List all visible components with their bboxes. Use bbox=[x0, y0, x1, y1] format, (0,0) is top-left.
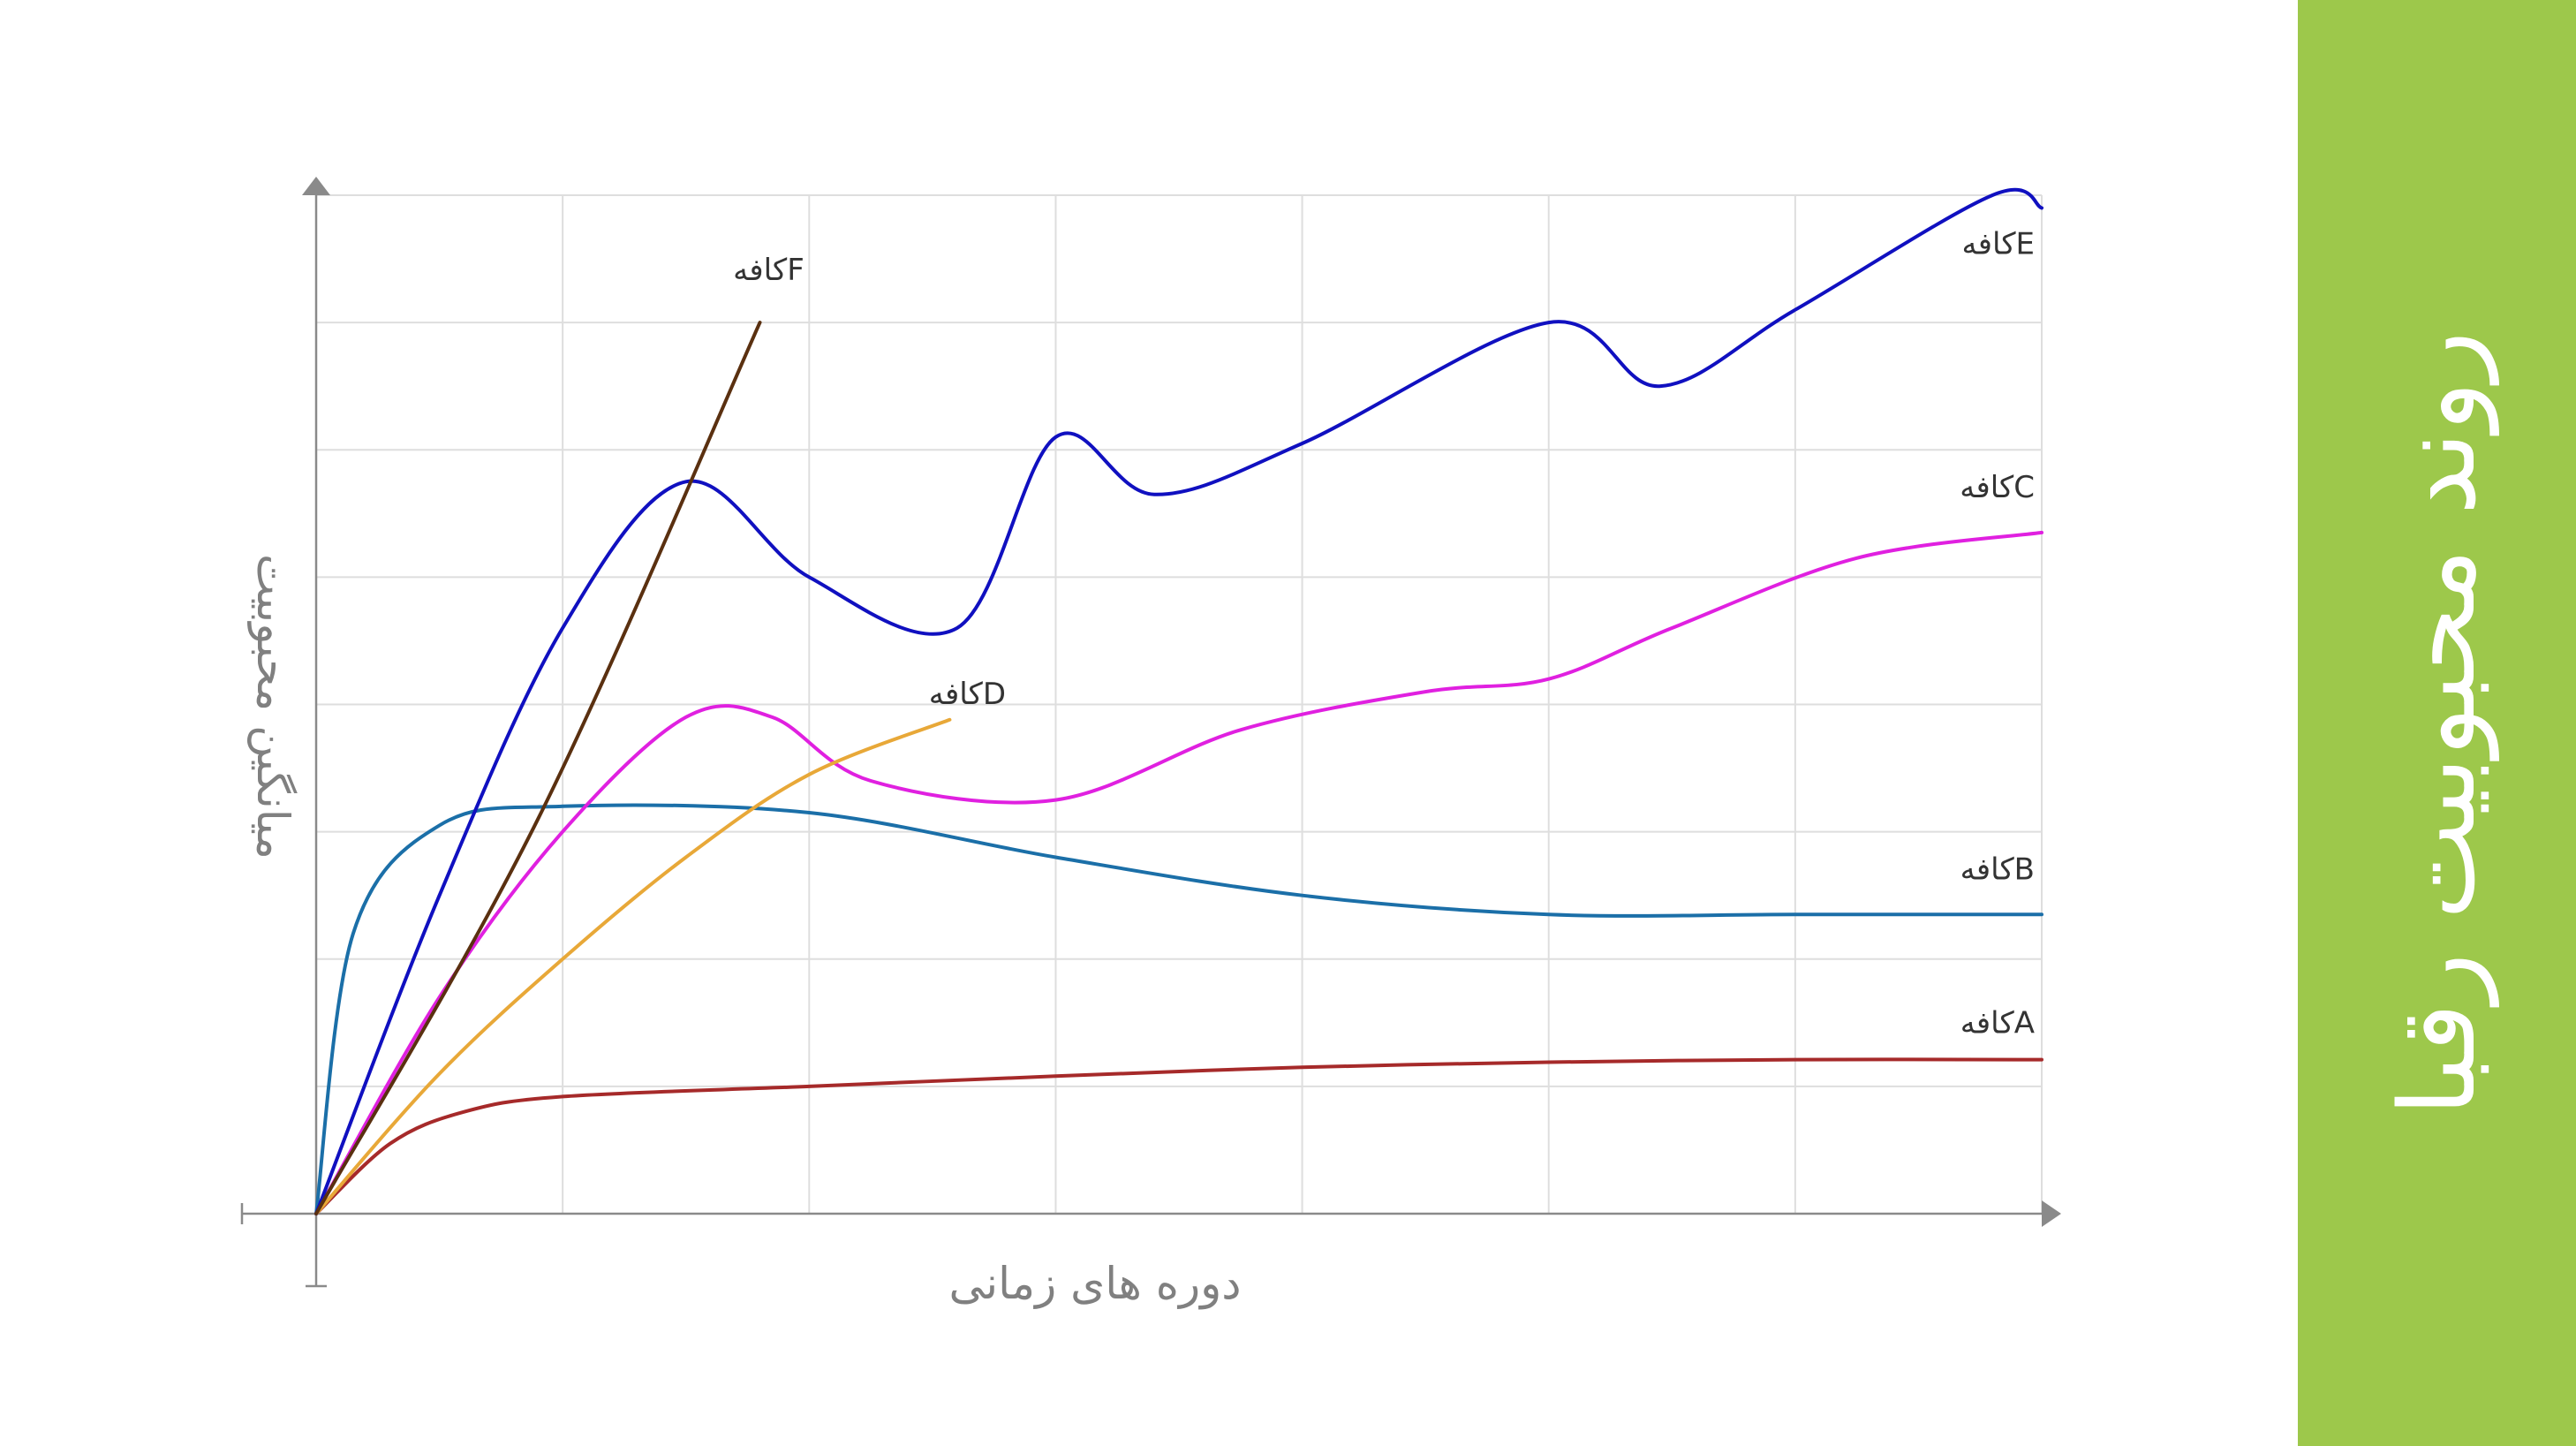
series-label-e: کافهE bbox=[1961, 226, 2035, 261]
y-axis-arrow bbox=[302, 177, 330, 195]
chart-series-labels: کافهA کافهB کافهC کافهD کافهE کافهF bbox=[733, 226, 2035, 1041]
slide-title: روند محبوبیت رقبا bbox=[2376, 330, 2498, 1116]
series-label-c: کافهC bbox=[1960, 470, 2035, 505]
chart-series bbox=[314, 187, 2043, 1215]
chart-grid bbox=[316, 194, 2043, 1214]
line-chart: کافهA کافهB کافهC کافهD کافهE کافهF دوره های … bbox=[240, 177, 2061, 1310]
series-label-d: کافهD bbox=[929, 677, 1006, 712]
series-line-e bbox=[314, 187, 2043, 1215]
series-line-a bbox=[314, 1057, 2043, 1215]
series-line-f bbox=[314, 321, 762, 1215]
title-sidebar: روند محبوبیت رقبا bbox=[2298, 0, 2576, 1446]
x-axis-title: دوره های زمانی bbox=[948, 1258, 1241, 1310]
series-line-b bbox=[314, 803, 2043, 1215]
series-label-f: کافهF bbox=[733, 253, 805, 288]
series-label-b: کافهB bbox=[1960, 852, 2035, 887]
series-line-c bbox=[314, 530, 2043, 1215]
series-line-d bbox=[314, 717, 952, 1215]
chart-axes bbox=[240, 177, 2061, 1288]
y-axis-title: میانگین محبوبیت bbox=[247, 554, 298, 859]
x-axis-arrow bbox=[2042, 1200, 2061, 1227]
series-label-a: کافهA bbox=[1960, 1006, 2035, 1041]
